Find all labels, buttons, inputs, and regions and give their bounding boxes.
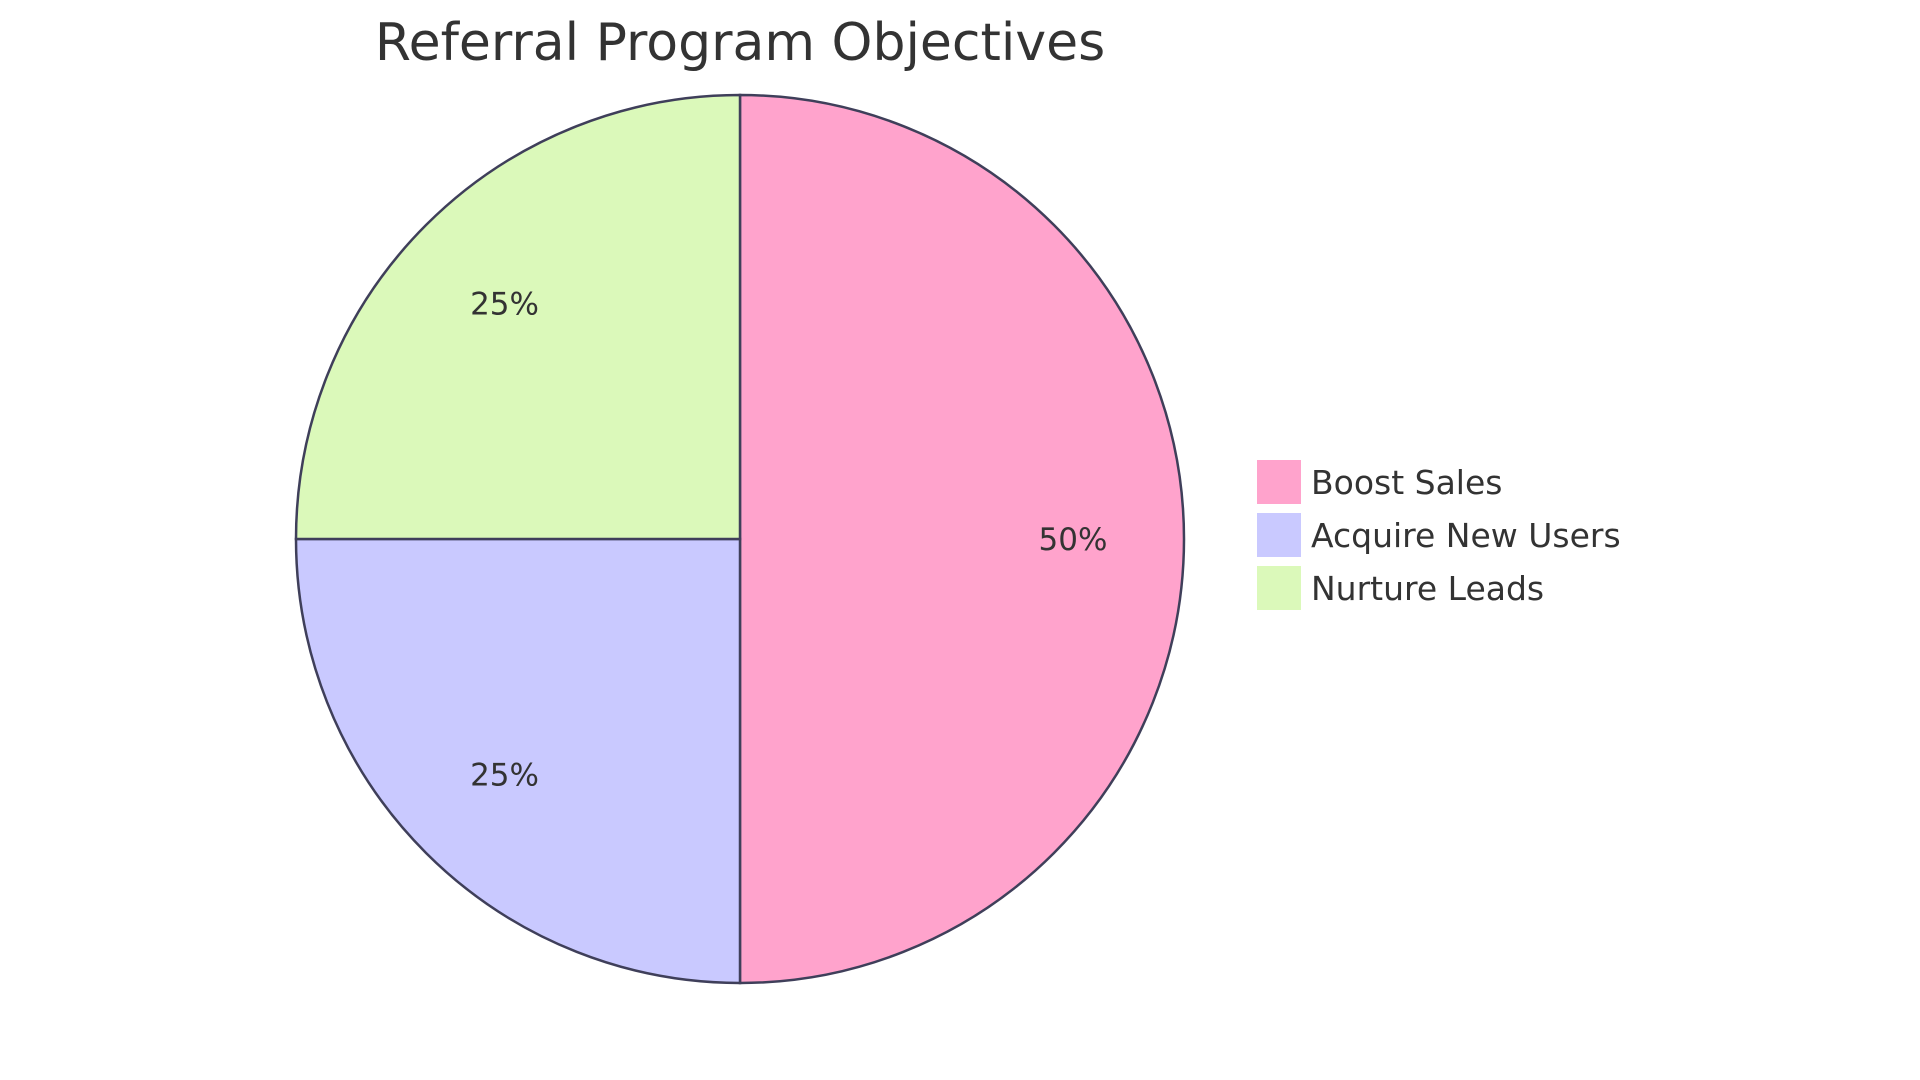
legend-label: Acquire New Users bbox=[1311, 516, 1621, 555]
legend: Boost Sales Acquire New Users Nurture Lead… bbox=[1257, 460, 1621, 610]
legend-swatch bbox=[1257, 513, 1301, 557]
pie-slice-nurture-leads bbox=[294, 93, 742, 541]
pie-slice-boost-sales bbox=[738, 93, 1186, 985]
pie-slice-acquire-new-users bbox=[294, 537, 742, 985]
legend-label: Nurture Leads bbox=[1311, 569, 1544, 608]
chart-title: Referral Program Objectives bbox=[375, 13, 1105, 73]
percent-labels: 50% 25% 25% bbox=[470, 287, 1107, 794]
percent-label: 25% bbox=[470, 287, 539, 323]
legend-swatch bbox=[1257, 566, 1301, 610]
percent-label: 50% bbox=[1039, 522, 1108, 558]
legend-swatch bbox=[1257, 460, 1301, 504]
pie-slices bbox=[294, 93, 1186, 985]
percent-label: 25% bbox=[470, 757, 539, 793]
legend-label: Boost Sales bbox=[1311, 463, 1502, 502]
